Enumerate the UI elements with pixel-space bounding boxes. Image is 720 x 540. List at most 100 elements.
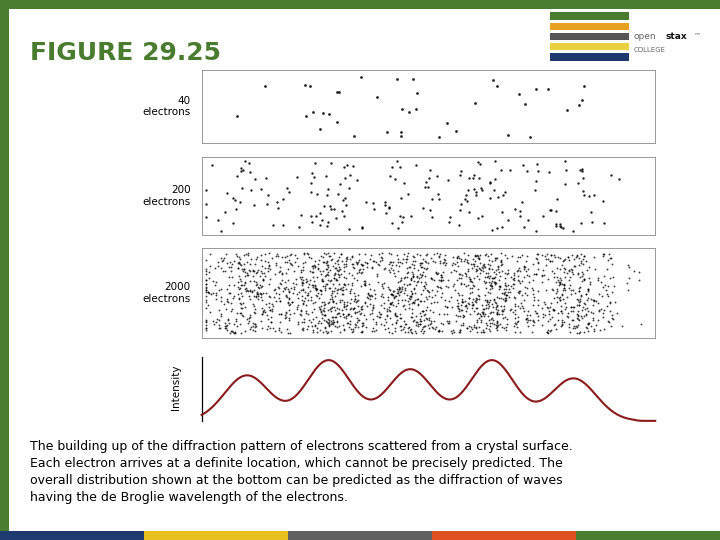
- Point: [549, 320, 560, 329]
- Point: [501, 269, 513, 278]
- Point: [397, 295, 408, 304]
- Point: [318, 307, 330, 315]
- Point: [235, 308, 246, 317]
- Point: [224, 273, 235, 281]
- Point: [390, 302, 402, 310]
- Point: [299, 297, 310, 306]
- Point: [431, 270, 443, 279]
- Point: [451, 254, 463, 262]
- Point: [431, 323, 442, 332]
- Point: [367, 199, 379, 207]
- Point: [210, 295, 222, 303]
- Point: [480, 251, 491, 259]
- Point: [231, 309, 243, 318]
- Point: [608, 281, 620, 290]
- Point: [507, 275, 518, 284]
- Point: [575, 295, 586, 303]
- Point: [405, 279, 416, 288]
- Point: [434, 258, 446, 267]
- Point: [532, 265, 544, 273]
- Point: [418, 255, 429, 264]
- Point: [354, 265, 366, 273]
- Point: [376, 280, 387, 288]
- Point: [362, 294, 374, 302]
- Point: [338, 326, 350, 334]
- Point: [228, 292, 240, 301]
- Point: [473, 314, 485, 322]
- Point: [222, 297, 233, 306]
- Point: [319, 324, 330, 333]
- Point: [559, 255, 571, 264]
- Point: [555, 301, 567, 310]
- Point: [461, 303, 472, 312]
- Point: [472, 285, 484, 293]
- Point: [319, 310, 330, 319]
- Point: [606, 314, 618, 322]
- Point: [470, 294, 482, 302]
- Point: [454, 328, 466, 336]
- Point: [436, 284, 447, 293]
- Point: [395, 275, 407, 284]
- Point: [233, 282, 244, 291]
- Point: [472, 328, 483, 336]
- Point: [533, 249, 544, 258]
- Point: [524, 133, 536, 142]
- Point: [536, 272, 548, 281]
- Point: [414, 270, 426, 279]
- Point: [276, 269, 288, 278]
- Point: [485, 177, 496, 186]
- Point: [365, 285, 377, 293]
- Point: [349, 320, 361, 329]
- Point: [328, 316, 339, 325]
- Point: [474, 312, 486, 321]
- Point: [345, 255, 356, 264]
- Point: [403, 299, 415, 308]
- Point: [456, 295, 468, 303]
- Point: [472, 318, 483, 327]
- Point: [582, 295, 593, 304]
- Point: [557, 224, 569, 233]
- Point: [392, 224, 404, 232]
- Point: [257, 307, 269, 316]
- Point: [473, 254, 485, 262]
- Point: [257, 276, 269, 285]
- Point: [317, 276, 328, 285]
- Point: [216, 256, 228, 265]
- Point: [344, 289, 356, 298]
- Point: [299, 288, 310, 297]
- Bar: [550, 43, 629, 51]
- Point: [259, 308, 271, 316]
- Point: [533, 259, 544, 267]
- Point: [263, 292, 274, 300]
- Point: [477, 310, 488, 319]
- Point: [422, 295, 433, 303]
- Point: [392, 295, 404, 304]
- Point: [400, 320, 411, 329]
- Point: [239, 268, 251, 276]
- Point: [327, 302, 338, 311]
- Point: [259, 264, 271, 273]
- Point: [341, 253, 353, 262]
- Point: [341, 285, 352, 294]
- Point: [239, 279, 251, 287]
- Point: [312, 318, 324, 327]
- Point: [399, 179, 410, 187]
- Point: [235, 300, 247, 308]
- Point: [388, 287, 400, 295]
- Point: [204, 268, 215, 276]
- Point: [541, 250, 552, 259]
- Point: [387, 163, 398, 171]
- Point: [454, 269, 465, 278]
- Point: [383, 328, 395, 336]
- Point: [302, 309, 314, 318]
- Point: [613, 175, 625, 184]
- Point: [381, 208, 392, 217]
- Point: [529, 185, 541, 194]
- Point: [567, 315, 579, 324]
- Point: [476, 262, 487, 271]
- Point: [335, 250, 346, 259]
- Point: [406, 329, 418, 338]
- Point: [251, 268, 263, 276]
- Point: [395, 277, 406, 286]
- Point: [292, 172, 303, 181]
